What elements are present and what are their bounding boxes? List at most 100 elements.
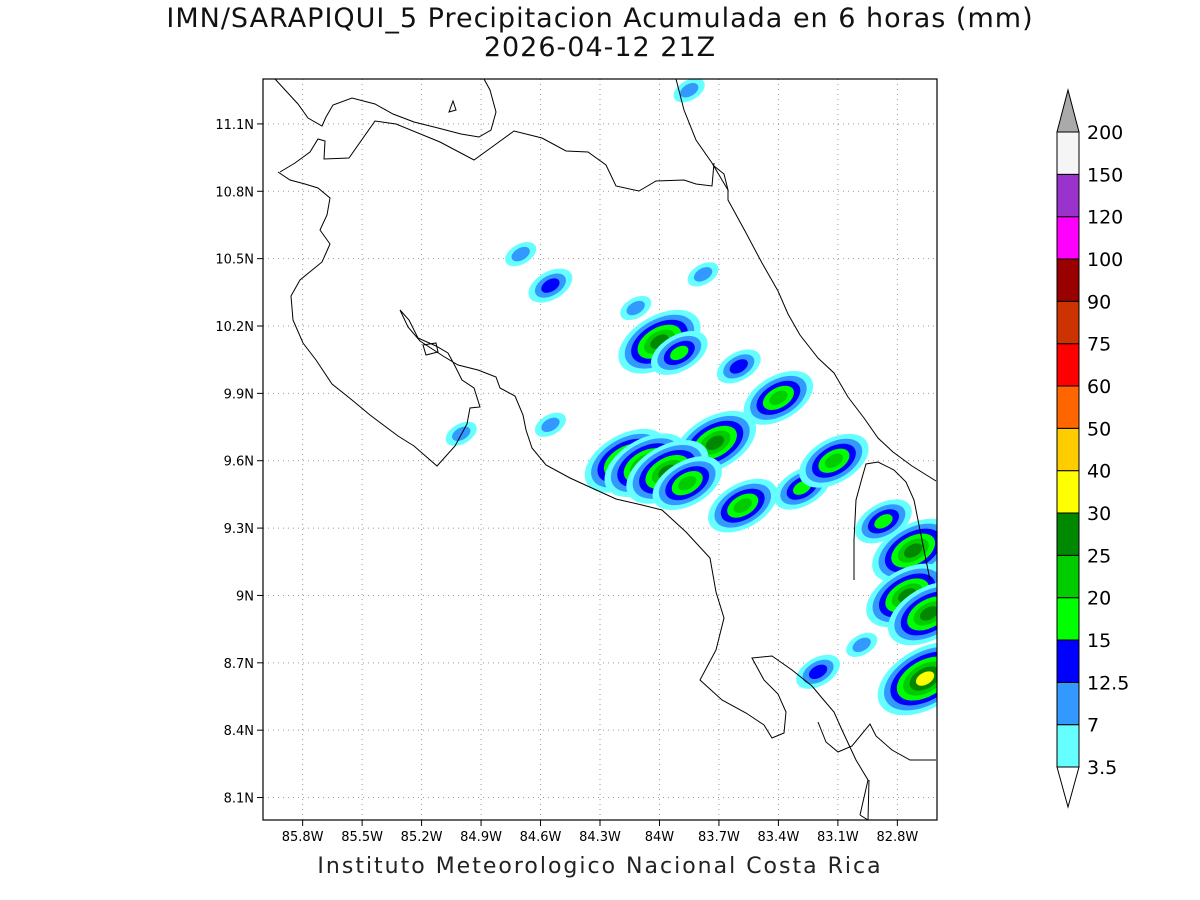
colorbar-swatch [1056,512,1080,556]
colorbar-label: 20 [1087,588,1111,610]
colorbar-swatch [1056,639,1080,683]
colorbar-swatch [1056,385,1080,429]
lat-tick-label: 8.4N [224,724,254,739]
precip-cell [708,478,778,533]
precip-contour [541,278,560,293]
lon-tick-label: 84.3W [579,830,621,845]
lat-tick-label: 9N [236,589,254,604]
lat-tick-label: 9.3N [224,522,254,537]
colorbar-label: 12.5 [1087,672,1129,694]
colorbar-swatch [1056,554,1080,599]
axis-ticks: 11.1N 10.8N 10.5N 10.2N 9.9N 9.6N 9.3N 9N 8.7N 8.… [215,118,918,845]
colorbar-swatch [1056,173,1080,218]
colorbar-label: 25 [1087,545,1111,567]
precip-contour [693,267,713,282]
san-juan-mouth [713,165,729,191]
precip-cell [534,412,566,437]
precip-cell [743,370,814,425]
precip-cell [652,456,722,511]
precip-cell [887,581,937,646]
bay-island [422,342,439,356]
lon-tick-label: 83.1W [817,830,859,845]
precip-cell [846,632,878,657]
precip-cell [716,349,761,384]
precip-contour [733,498,752,513]
lat-tick-label: 10.8N [215,185,254,200]
lon-tick-label: 85.2W [401,830,443,845]
colorbar-label: 200 [1087,122,1123,144]
colorbar: 3.5 7 12.5 15 20 25 30 40 50 60 75 90 100 120 150 200 [1056,88,1129,809]
map-subtitle-datetime: 2026-04-12 21Z [483,32,717,63]
lon-tick-label: 84W [645,830,675,845]
precip-contour [705,435,725,450]
colorbar-bottom-arrow [1056,766,1080,809]
credit-text: Instituto Meteorologico Nacional Costa R… [317,854,883,879]
colorbar-label: 40 [1087,461,1111,483]
colorbar-label: 75 [1087,334,1111,356]
caribbean-coast [675,79,937,482]
precip-cell [618,309,701,374]
pacific-coast-osa [817,721,936,761]
precip-contour [670,345,689,361]
colorbar-swatch [1056,216,1080,260]
lon-tick-label: 83.4W [758,830,800,845]
precip-contour [678,475,697,491]
precip-cell [687,262,719,287]
precip-contour [808,664,828,680]
lat-tick-label: 11.1N [215,118,254,133]
precip-contour [919,606,937,621]
precip-cell [872,518,937,583]
lake-nicaragua-shore [274,79,497,138]
northern-border [279,120,715,192]
lake-island [448,99,457,113]
precip-contour [680,83,699,98]
lat-tick-label: 10.2N [215,320,254,335]
lat-tick-label: 8.7N [224,657,254,672]
precip-contour [626,300,645,316]
precip-contour [769,390,788,406]
lat-tick-label: 10.5N [215,253,254,268]
colorbar-swatch [1056,597,1080,641]
colorbar-swatch [1056,681,1080,726]
colorbar-swatch [1056,724,1080,768]
precip-contour [824,453,844,468]
colorbar-swatch [1056,427,1080,472]
lat-tick-label: 9.6N [224,455,254,470]
lon-tick-label: 82.8W [876,830,918,845]
lon-tick-label: 85.8W [282,830,324,845]
colorbar-label: 50 [1087,418,1111,440]
precip-cell [796,654,840,689]
colorbar-label: 60 [1087,376,1111,398]
precip-cell [673,79,705,103]
colorbar-label: 3.5 [1087,757,1117,779]
colorbar-swatch [1056,300,1080,345]
precip-cell [505,242,537,267]
precip-contour [874,514,893,529]
lon-tick-label: 84.6W [520,830,562,845]
coastlines-borders [274,79,937,820]
precip-cell [650,330,708,375]
precip-cell [620,295,652,321]
colorbar-swatch [1056,258,1080,302]
precip-contour [915,671,935,686]
panama-border [853,461,931,581]
precip-contour [852,637,871,653]
precipitation-shading [445,79,937,716]
lat-tick-label: 8.1N [224,792,254,807]
colorbar-label: 90 [1087,291,1111,313]
precip-contour [729,359,748,374]
colorbar-label: 120 [1087,207,1123,229]
pacific-coast-guanacaste [277,171,869,816]
lat-tick-label: 9.9N [224,387,254,402]
colorbar-label: 150 [1087,164,1123,186]
colorbar-label: 7 [1087,715,1099,737]
map-title: IMN/SARAPIQUI_5 Precipitacion Acumulada … [166,3,1034,34]
precip-contour [511,246,530,262]
colorbar-swatch [1056,131,1080,175]
colorbar-swatch [1056,343,1080,387]
colorbar-label: 30 [1087,503,1111,525]
colorbar-label: 15 [1087,630,1111,652]
colorbar-swatch [1056,470,1080,514]
precip-cell [528,268,573,303]
